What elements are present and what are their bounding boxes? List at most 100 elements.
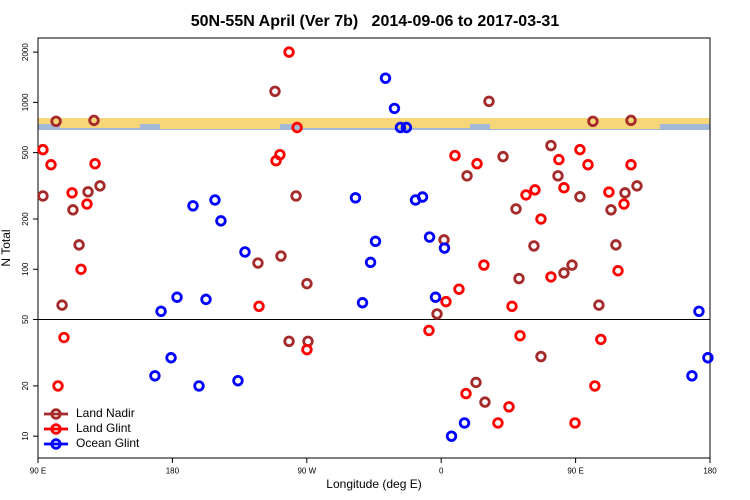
x-axis-label: Longitude (deg E)	[326, 477, 421, 491]
point	[75, 263, 87, 275]
point	[270, 155, 282, 167]
point	[232, 374, 244, 387]
point	[582, 159, 594, 171]
point	[215, 215, 227, 227]
point	[45, 159, 57, 171]
map-strip	[38, 118, 710, 130]
point	[471, 158, 483, 170]
point	[37, 143, 49, 156]
point	[497, 150, 509, 163]
point	[453, 283, 465, 295]
point	[364, 256, 377, 269]
point	[625, 159, 637, 171]
y-tick-label: 10	[21, 431, 30, 440]
point	[379, 72, 392, 84]
series	[149, 72, 714, 442]
plot-frame	[37, 37, 711, 459]
point	[356, 297, 369, 309]
point	[171, 291, 183, 303]
point	[513, 272, 525, 285]
point	[460, 387, 472, 400]
point	[431, 308, 443, 320]
y-tick-label: 1000	[21, 93, 30, 111]
point	[479, 396, 491, 408]
point	[290, 190, 302, 202]
legend-marker	[50, 423, 62, 435]
point	[693, 305, 705, 317]
point	[686, 370, 698, 382]
point	[440, 295, 452, 308]
point	[449, 149, 461, 162]
legend-marker	[50, 438, 62, 450]
point	[56, 299, 68, 311]
point	[545, 139, 557, 152]
point	[94, 180, 106, 192]
point	[400, 121, 413, 134]
point	[149, 370, 161, 382]
point	[423, 231, 436, 243]
point	[423, 324, 435, 337]
point	[37, 190, 49, 202]
point	[58, 331, 70, 344]
point	[193, 380, 205, 392]
y-tick-label: 2000	[21, 43, 30, 61]
point	[239, 246, 251, 258]
point	[510, 203, 522, 215]
point	[619, 187, 631, 199]
x-tick-label: 90 W	[297, 467, 316, 476]
point	[545, 271, 557, 283]
point	[301, 343, 313, 356]
point	[369, 235, 382, 248]
point	[566, 259, 578, 271]
y-axis-label: N Total	[0, 229, 13, 266]
point	[50, 115, 62, 128]
point	[82, 186, 94, 198]
point	[200, 293, 212, 306]
point	[67, 204, 79, 216]
point	[275, 250, 287, 262]
point	[88, 114, 100, 127]
point	[503, 401, 515, 413]
legend-label: Land Glint	[76, 421, 131, 435]
point	[552, 170, 564, 182]
point	[595, 333, 607, 346]
legend-label: Ocean Glint	[76, 436, 140, 450]
point	[506, 300, 518, 312]
point	[574, 143, 586, 156]
point	[438, 242, 451, 254]
point	[569, 417, 581, 429]
x-tick-label: 180	[166, 467, 180, 476]
point	[73, 239, 85, 251]
point	[89, 158, 101, 170]
map-land	[160, 124, 280, 129]
y-tick-label: 50	[21, 315, 30, 324]
point	[529, 184, 541, 196]
point	[605, 204, 617, 216]
point	[394, 121, 407, 134]
map-land	[60, 124, 140, 128]
point	[492, 417, 504, 429]
point	[252, 257, 264, 269]
point	[603, 186, 615, 198]
point	[283, 335, 295, 348]
point	[625, 114, 637, 127]
point	[209, 194, 221, 206]
point	[528, 240, 540, 252]
map-land	[300, 124, 470, 128]
point	[610, 239, 622, 251]
point	[589, 380, 601, 392]
x-tick-label: 0	[439, 467, 444, 476]
point	[283, 46, 295, 58]
point	[631, 180, 643, 192]
point	[558, 267, 570, 279]
point	[81, 198, 93, 210]
point	[514, 329, 526, 342]
point	[291, 121, 303, 134]
y-tick-label: 500	[21, 145, 30, 159]
point	[574, 191, 586, 203]
point	[458, 417, 471, 429]
point	[388, 102, 401, 115]
